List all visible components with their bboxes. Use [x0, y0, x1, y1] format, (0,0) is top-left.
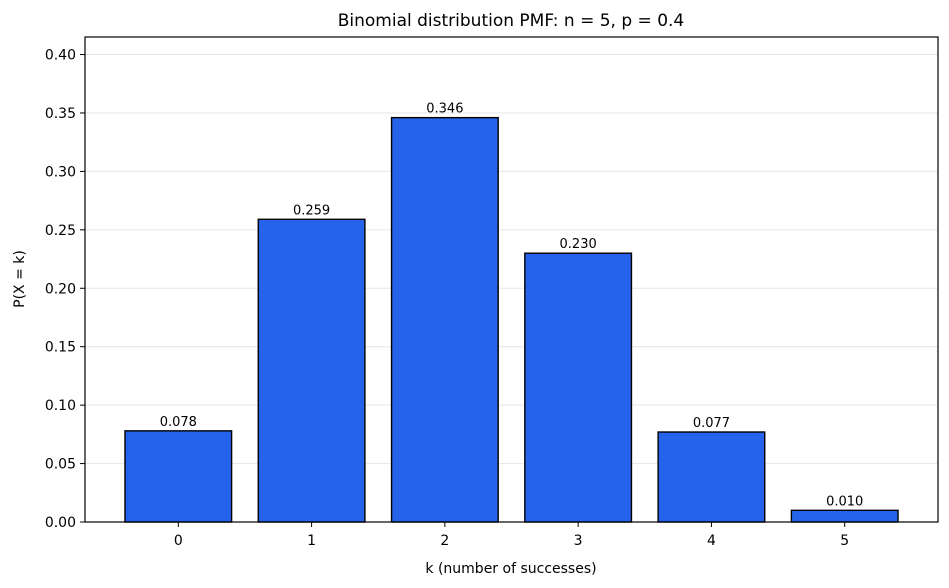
x-tick-label: 3 [574, 533, 583, 549]
bar-k-4 [657, 431, 766, 523]
x-tick-label: 0 [174, 533, 183, 549]
data-label-k-1: 0.259 [293, 203, 330, 218]
y-tick-label: 0.25 [45, 223, 76, 239]
bar-k-3 [524, 252, 633, 523]
data-label-k-3: 0.230 [560, 237, 597, 252]
y-tick-label: 0.40 [45, 48, 76, 64]
chart-title: Binomial distribution PMF: n = 5, p = 0.… [338, 11, 685, 31]
data-labels: 0.078 0.259 0.346 0.230 0.077 0.010 [160, 102, 864, 510]
x-axis-label: k (number of successes) [425, 561, 596, 577]
data-label-k-4: 0.077 [693, 416, 730, 431]
y-tick-label: 0.20 [45, 281, 76, 297]
bar-k-1 [257, 218, 366, 523]
y-tick-label: 0.15 [45, 340, 76, 356]
y-tick-label: 0.00 [45, 515, 76, 531]
y-axis-label: P(X = k) [12, 250, 28, 308]
bar-k-2 [390, 116, 499, 523]
bars [124, 116, 899, 523]
grid-lines [85, 54, 938, 465]
x-axis-ticks: 0 1 2 3 4 5 [174, 522, 849, 549]
data-label-k-2: 0.346 [426, 102, 463, 117]
x-tick-label: 2 [440, 533, 449, 549]
bar-k-0 [124, 430, 233, 523]
y-tick-label: 0.30 [45, 164, 76, 180]
x-tick-label: 5 [840, 533, 849, 549]
y-tick-label: 0.10 [45, 398, 76, 414]
y-tick-label: 0.35 [45, 106, 76, 122]
plot-frame [84, 36, 939, 523]
x-tick-label: 4 [707, 533, 716, 549]
x-tick-label: 1 [307, 533, 316, 549]
y-axis-ticks: 0.00 0.05 0.10 0.15 0.20 0.25 0.30 0.35 0.40 [45, 48, 85, 531]
bar-k-5 [790, 509, 899, 523]
y-tick-label: 0.05 [45, 457, 76, 473]
data-label-k-0: 0.078 [160, 415, 197, 430]
data-label-k-5: 0.010 [826, 494, 863, 509]
